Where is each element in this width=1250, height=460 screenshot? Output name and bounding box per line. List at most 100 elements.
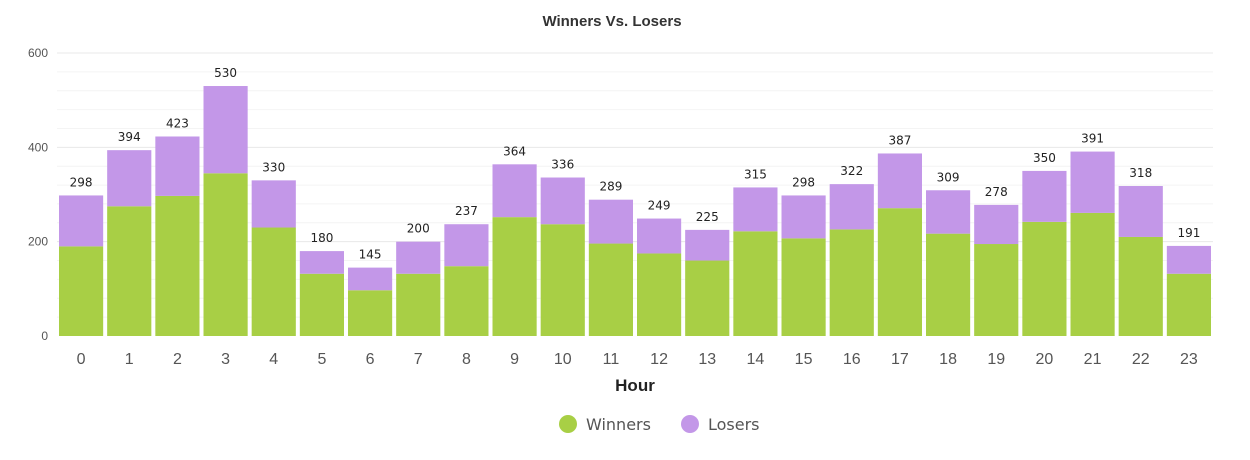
x-tick-label: 20 xyxy=(1036,351,1054,368)
bar-winners-8[interactable] xyxy=(444,266,489,336)
x-tick-label: 16 xyxy=(843,351,861,368)
bar-losers-14[interactable] xyxy=(733,187,778,232)
bar-winners-0[interactable] xyxy=(59,246,104,336)
bar-winners-19[interactable] xyxy=(974,244,1019,336)
bar-losers-1[interactable] xyxy=(107,150,152,207)
data-label-total-8: 237 xyxy=(455,204,478,218)
bar-losers-20[interactable] xyxy=(1022,170,1067,222)
x-tick-label: 21 xyxy=(1084,351,1102,368)
bar-losers-6[interactable] xyxy=(348,267,393,291)
bar-losers-22[interactable] xyxy=(1118,186,1163,237)
data-label-total-11: 289 xyxy=(599,180,622,194)
data-label-total-20: 350 xyxy=(1033,151,1056,165)
x-tick-label: 17 xyxy=(891,351,909,368)
x-tick-label: 4 xyxy=(269,351,278,368)
legend-label-winners[interactable]: Winners xyxy=(586,415,651,434)
bar-winners-15[interactable] xyxy=(781,238,826,336)
bar-winners-18[interactable] xyxy=(926,233,971,336)
bar-winners-13[interactable] xyxy=(685,260,730,336)
data-label-total-5: 180 xyxy=(310,231,333,245)
bar-losers-9[interactable] xyxy=(492,164,537,218)
data-label-total-0: 298 xyxy=(70,175,93,189)
x-axis-label: Hour xyxy=(615,376,655,395)
bar-winners-20[interactable] xyxy=(1022,221,1067,336)
bar-winners-11[interactable] xyxy=(588,243,633,336)
legend-marker-winners[interactable] xyxy=(559,415,577,433)
x-axis: 0 1 2 3 4 5 6 7 8 9 10 11 12 13 14 15 16 17 18 19 20 21 22 23 xyxy=(77,351,1198,368)
x-tick-label: 18 xyxy=(939,351,957,368)
bar-losers-17[interactable] xyxy=(877,153,922,209)
data-label-total-22: 318 xyxy=(1129,166,1152,180)
bar-winners-21[interactable] xyxy=(1070,212,1115,336)
bar-losers-16[interactable] xyxy=(829,184,874,230)
data-label-total-3: 530 xyxy=(214,66,237,80)
bar-losers-15[interactable] xyxy=(781,195,826,239)
bar-winners-5[interactable] xyxy=(299,273,344,336)
legend: Winners Losers xyxy=(559,415,760,434)
bar-winners-1[interactable] xyxy=(107,206,152,336)
x-tick-label: 3 xyxy=(221,351,230,368)
x-tick-label: 14 xyxy=(747,351,765,368)
bar-losers-7[interactable] xyxy=(396,241,441,274)
bar-winners-3[interactable] xyxy=(203,173,248,336)
bar-winners-2[interactable] xyxy=(155,195,200,336)
data-label-total-12: 249 xyxy=(648,199,671,213)
legend-label-losers[interactable]: Losers xyxy=(708,415,760,434)
bar-losers-3[interactable] xyxy=(203,86,248,174)
x-tick-label: 11 xyxy=(603,351,620,368)
bar-winners-6[interactable] xyxy=(348,290,393,336)
data-label-total-9: 364 xyxy=(503,144,526,158)
bar-winners-7[interactable] xyxy=(396,273,441,336)
bar-losers-8[interactable] xyxy=(444,224,489,267)
grid-lines xyxy=(57,52,1213,318)
bar-losers-2[interactable] xyxy=(155,136,200,196)
x-tick-label: 13 xyxy=(698,351,716,368)
bar-winners-14[interactable] xyxy=(733,231,778,336)
x-tick-label: 12 xyxy=(650,351,668,368)
bar-winners-12[interactable] xyxy=(637,253,682,336)
data-label-total-13: 225 xyxy=(696,210,719,224)
x-tick-label: 6 xyxy=(366,351,375,368)
bar-losers-13[interactable] xyxy=(685,229,730,261)
data-label-total-16: 322 xyxy=(840,164,863,178)
bar-winners-16[interactable] xyxy=(829,229,874,336)
data-label-total-2: 423 xyxy=(166,116,189,130)
x-tick-label: 15 xyxy=(795,351,813,368)
bar-losers-21[interactable] xyxy=(1070,151,1115,213)
data-label-total-6: 145 xyxy=(359,248,382,262)
data-label-total-1: 394 xyxy=(118,130,141,144)
bar-losers-18[interactable] xyxy=(926,190,971,234)
bar-winners-9[interactable] xyxy=(492,217,537,336)
bar-winners-23[interactable] xyxy=(1166,273,1211,336)
bar-winners-17[interactable] xyxy=(877,208,922,336)
bar-losers-4[interactable] xyxy=(251,180,296,228)
y-tick-label: 0 xyxy=(41,329,48,343)
bar-winners-22[interactable] xyxy=(1118,236,1163,336)
x-tick-label: 10 xyxy=(554,351,572,368)
bar-losers-5[interactable] xyxy=(299,251,344,274)
bar-losers-10[interactable] xyxy=(540,177,585,225)
x-tick-label: 19 xyxy=(987,351,1005,368)
data-label-total-17: 387 xyxy=(888,133,911,147)
data-label-total-19: 278 xyxy=(985,185,1008,199)
data-label-total-4: 330 xyxy=(262,160,285,174)
data-label-total-14: 315 xyxy=(744,167,767,181)
bar-winners-10[interactable] xyxy=(540,224,585,336)
bar-losers-0[interactable] xyxy=(59,195,104,247)
legend-marker-losers[interactable] xyxy=(681,415,699,433)
y-tick-label: 200 xyxy=(28,235,48,249)
x-tick-label: 2 xyxy=(173,351,182,368)
chart-title: Winners Vs. Losers xyxy=(542,13,681,30)
data-label-total-7: 200 xyxy=(407,222,430,236)
x-tick-label: 0 xyxy=(77,351,86,368)
bar-losers-11[interactable] xyxy=(588,199,633,244)
x-tick-label: 22 xyxy=(1132,351,1150,368)
bar-losers-19[interactable] xyxy=(974,204,1019,245)
y-tick-label: 600 xyxy=(28,46,48,60)
bar-losers-23[interactable] xyxy=(1166,245,1211,274)
bar-winners-4[interactable] xyxy=(251,227,296,336)
data-label-total-10: 336 xyxy=(551,158,574,172)
bar-losers-12[interactable] xyxy=(637,218,682,254)
